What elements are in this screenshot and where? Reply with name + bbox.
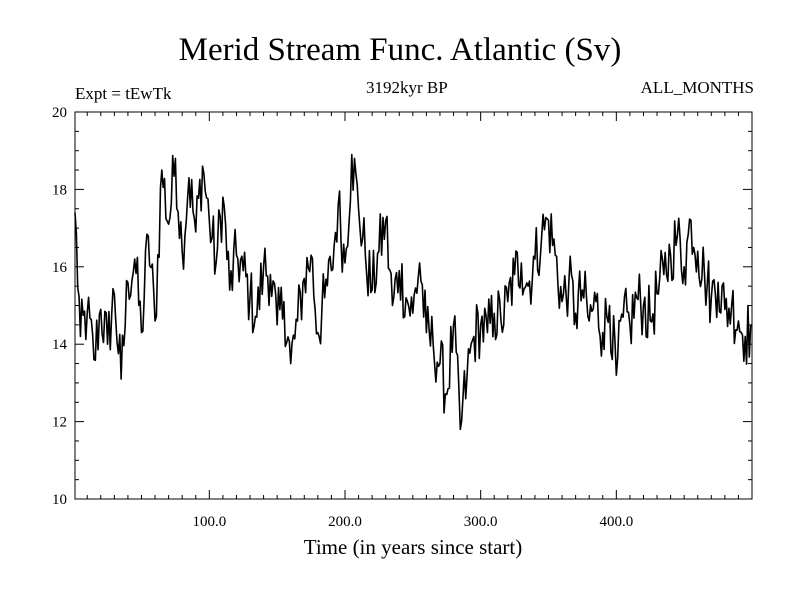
experiment-label: Expt = tEwTk (75, 84, 172, 103)
y-tick-label: 18 (52, 182, 67, 198)
x-tick-label: 200.0 (328, 514, 362, 530)
y-tick-label: 12 (52, 415, 67, 431)
x-tick-label: 300.0 (464, 514, 498, 530)
x-axis-label: Time (in years since start) (304, 535, 523, 559)
chart-title: Merid Stream Func. Atlantic (Sv) (178, 32, 622, 68)
y-tick-label: 20 (52, 105, 67, 121)
x-tick-label: 100.0 (192, 514, 226, 530)
y-tick-label: 14 (52, 337, 68, 353)
y-tick-label: 16 (52, 260, 68, 276)
x-tick-label: 400.0 (599, 514, 633, 530)
months-label: ALL_MONTHS (640, 78, 754, 97)
period-label: 3192kyr BP (366, 78, 448, 97)
plot-layer (74, 153, 753, 431)
y-tick-label: 10 (52, 492, 67, 508)
series-line (74, 153, 753, 431)
axis-layer: 100.0 200.0 300.0 400.0 10 12 14 16 18 20 (52, 105, 752, 530)
